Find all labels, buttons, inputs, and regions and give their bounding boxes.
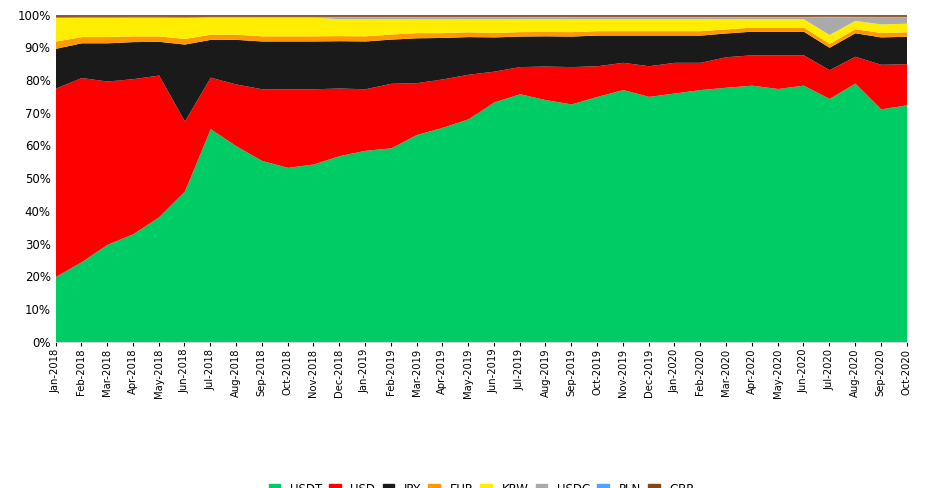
Legend: USDT, USD, JPY, EUR, KRW, USDC, PLN, GBP: USDT, USD, JPY, EUR, KRW, USDC, PLN, GBP [264, 478, 698, 488]
